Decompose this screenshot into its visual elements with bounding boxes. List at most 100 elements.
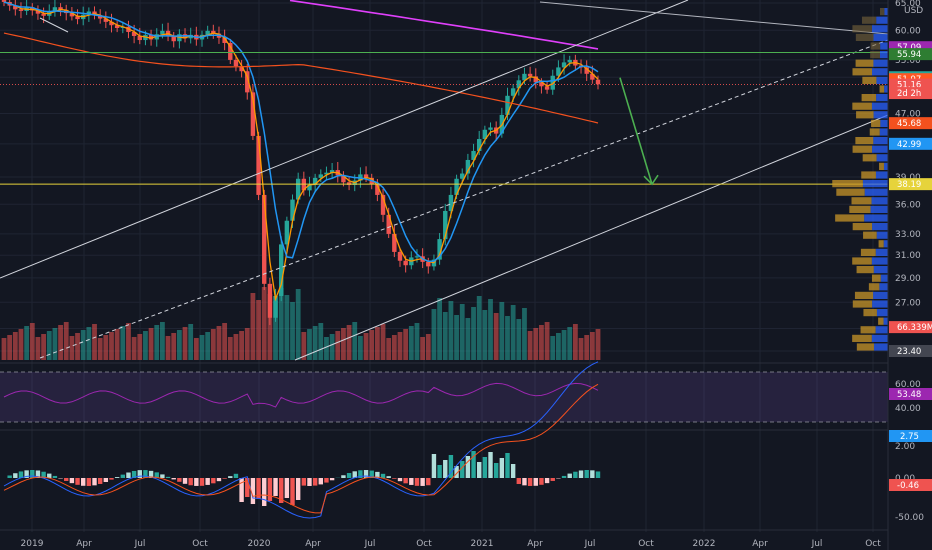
- volume-bar: [109, 332, 114, 360]
- volume-bar: [137, 334, 143, 360]
- volume-bar: [397, 332, 403, 360]
- macd-histogram-bar: [24, 470, 29, 478]
- candle-body: [205, 30, 210, 35]
- volume-bar: [584, 335, 590, 360]
- candle-body: [273, 296, 278, 318]
- date-tick-label: Oct: [865, 539, 881, 549]
- candle-body: [228, 42, 233, 60]
- candle-body: [516, 80, 521, 89]
- grid-layer: [0, 0, 932, 532]
- macd-histogram-bar: [539, 478, 544, 485]
- volume-profile-bar-buy: [880, 274, 888, 282]
- volume-profile-bar-buy: [879, 283, 888, 291]
- macd-histogram-bar: [437, 465, 442, 478]
- macd-histogram-bar: [380, 473, 386, 478]
- volume-profile-bar-buy: [864, 188, 888, 196]
- volume-profile-bar-sell: [870, 42, 881, 50]
- macd-histogram-bar: [329, 478, 335, 481]
- candle-body: [380, 194, 386, 215]
- macd-histogram-bar: [341, 475, 346, 478]
- volume-bar: [572, 324, 578, 360]
- macd-histogram-bar: [205, 478, 210, 485]
- volume-profile-bar-sell: [878, 317, 884, 325]
- price-tick-label: 36.00: [895, 200, 921, 210]
- volume-bar: [131, 337, 137, 360]
- volume-bar: [352, 322, 358, 360]
- date-tick-label: Oct: [638, 539, 654, 549]
- candle-body: [250, 92, 256, 136]
- macd-histogram-bar: [426, 478, 431, 486]
- macd-histogram-bar: [18, 471, 24, 478]
- volume-bar: [335, 331, 341, 360]
- volume-profile-bar-buy: [862, 180, 888, 188]
- volume-bar: [222, 323, 228, 360]
- rsi-line: [3, 382, 599, 408]
- price-tag-label: 23.40: [897, 347, 921, 357]
- volume-profile-bar-sell: [849, 205, 871, 213]
- ma-mid-blue: [3, 1, 599, 263]
- candle-body: [533, 76, 538, 83]
- volume-bar: [199, 335, 205, 360]
- volume-bar: [7, 335, 13, 360]
- candle-body: [448, 194, 454, 211]
- macd-histogram-bar: [392, 478, 397, 479]
- volume-profile-bar-buy: [870, 205, 888, 213]
- volume-bar: [544, 322, 550, 360]
- macd-histogram-bar: [477, 462, 482, 478]
- volume-profile-bar-buy: [873, 343, 888, 351]
- macd-histogram-bar: [109, 478, 114, 480]
- macd-histogram-bar: [233, 473, 239, 478]
- volume-profile-bar-sell: [868, 283, 880, 291]
- date-tick-label: Apr: [305, 539, 321, 549]
- date-tick-label: Jul: [364, 539, 376, 549]
- macd-histogram-bar: [312, 478, 318, 486]
- volume-bar: [120, 326, 126, 360]
- volume-profile-bar-buy: [871, 102, 888, 110]
- volume-bar: [58, 325, 63, 360]
- candle-body: [267, 283, 273, 318]
- macd-histogram-bar: [279, 478, 284, 503]
- volume-profile-bar-buy: [873, 266, 888, 274]
- macd-histogram-bar: [211, 478, 216, 484]
- volume-profile-bar-buy: [873, 59, 888, 67]
- macd-histogram-bar: [431, 454, 437, 478]
- volume-profile-bar-sell: [832, 180, 863, 188]
- date-tick-label: Oct: [416, 539, 432, 549]
- macd-tick-label: -50.00: [895, 513, 924, 523]
- volume-bar: [448, 301, 454, 360]
- candle-body: [148, 34, 154, 40]
- volume-bar: [216, 326, 222, 360]
- price-tick-label: 47.00: [895, 109, 921, 119]
- volume-bar: [69, 336, 75, 360]
- macd-value-label: 2.75: [900, 432, 919, 442]
- projection-arrow-shaft: [619, 77, 653, 185]
- volume-profile-bar-buy: [884, 8, 888, 16]
- volume-profile-bar-buy: [884, 85, 888, 93]
- macd-histogram-bar: [222, 478, 227, 479]
- volume-bar: [437, 298, 442, 360]
- candle-body: [114, 25, 120, 29]
- price-tag-box: [889, 48, 932, 61]
- macd-histogram-bar: [561, 475, 567, 478]
- candle-body: [477, 139, 482, 151]
- volume-profile-bar-sell: [862, 154, 877, 162]
- candle-body: [30, 7, 35, 11]
- candle-body: [539, 82, 544, 87]
- volume-bar: [539, 325, 544, 360]
- candle-body: [471, 150, 476, 160]
- candle-body: [392, 233, 397, 252]
- candle-body: [561, 62, 567, 68]
- price-tick-label: 55.00: [895, 56, 921, 66]
- macd-histogram-bar: [567, 473, 572, 478]
- volume-bar: [307, 329, 312, 360]
- volume-bar: [471, 307, 476, 360]
- short-trend-stub: [39, 17, 69, 33]
- volume-bar: [561, 330, 567, 360]
- candle-body: [318, 174, 323, 178]
- volume-bar: [24, 326, 30, 360]
- macd-histogram-bar: [550, 478, 555, 481]
- volume-bar: [244, 328, 250, 360]
- volume-bar: [454, 315, 459, 360]
- macd-histogram-bar: [443, 460, 448, 478]
- price-tag-box: [889, 117, 932, 130]
